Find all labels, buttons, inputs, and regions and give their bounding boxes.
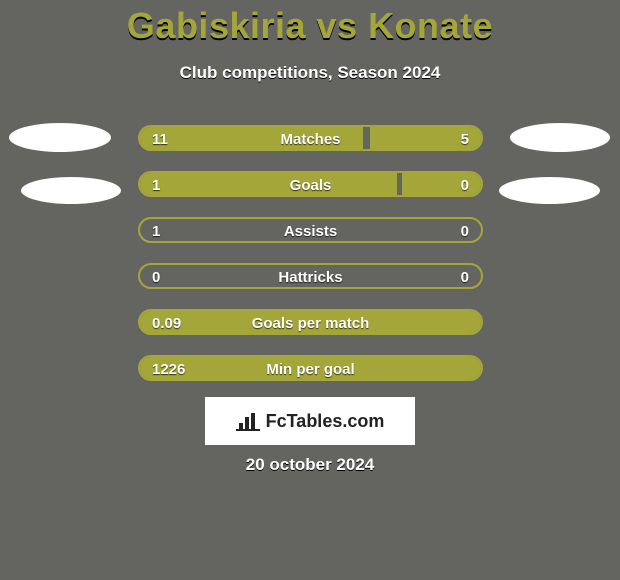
stat-right-value: 0 <box>461 265 469 291</box>
date-main: 20 october 2024 <box>246 455 375 474</box>
stat-row-matches: 11Matches5 <box>138 125 483 151</box>
stat-label: Goals per match <box>140 311 481 337</box>
bar-chart-icon <box>236 411 260 431</box>
date-line: 20 october 2024 20 october 2024 <box>0 455 620 475</box>
subtitle-main: Club competitions, Season 2024 <box>180 63 441 82</box>
logo-text: FcTables.com <box>266 411 385 432</box>
subtitle: Club competitions, Season 2024 Club comp… <box>0 63 620 83</box>
stat-label: Goals <box>140 173 481 199</box>
stat-row-hattricks: 0Hattricks0 <box>138 263 483 289</box>
stat-label: Matches <box>140 127 481 153</box>
title-main: Gabiskiria vs Konate <box>127 5 493 46</box>
page-title: Gabiskiria vs Konate Gabiskiria vs Konat… <box>0 5 620 47</box>
stat-row-goals: 1Goals0 <box>138 171 483 197</box>
avatar-right-top <box>510 123 610 152</box>
logo-inner: FcTables.com <box>236 411 385 432</box>
stat-right-value: 5 <box>461 127 469 153</box>
stat-label: Assists <box>140 219 481 245</box>
avatar-left-top <box>9 123 111 152</box>
stat-right-value: 0 <box>461 173 469 199</box>
stat-label: Hattricks <box>140 265 481 291</box>
stat-label: Min per goal <box>140 357 481 383</box>
avatar-right-bottom <box>499 177 600 204</box>
logo-box: FcTables.com <box>205 397 415 445</box>
avatar-left-bottom <box>21 177 121 204</box>
stat-row-min-per-goal: 1226Min per goal <box>138 355 483 381</box>
canvas: Gabiskiria vs Konate Gabiskiria vs Konat… <box>0 0 620 580</box>
stat-right-value: 0 <box>461 219 469 245</box>
stat-row-assists: 1Assists0 <box>138 217 483 243</box>
stat-row-goals-per-match: 0.09Goals per match <box>138 309 483 335</box>
